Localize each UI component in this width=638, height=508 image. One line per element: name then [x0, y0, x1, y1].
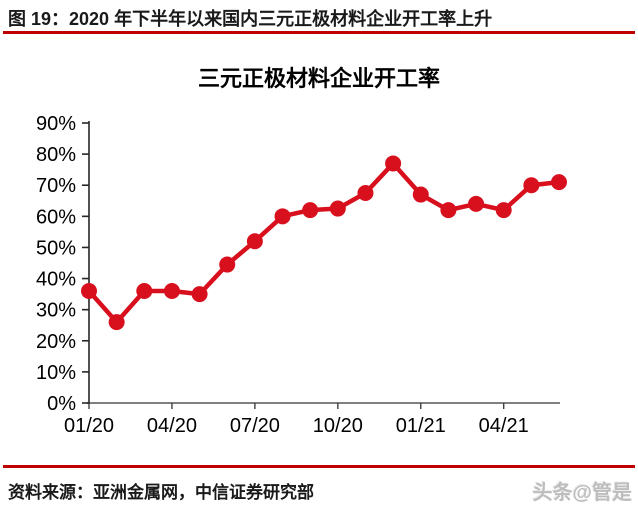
- data-point: [412, 186, 429, 203]
- x-axis-label: 07/20: [230, 415, 280, 437]
- y-axis-label: 10%: [36, 362, 76, 384]
- y-axis-label: 40%: [36, 269, 76, 291]
- y-axis-label: 70%: [36, 175, 76, 197]
- data-point: [302, 202, 319, 219]
- x-axis-label: 01/21: [396, 415, 446, 437]
- data-point: [108, 314, 125, 331]
- footer-rule: [3, 465, 635, 468]
- data-point: [246, 233, 263, 250]
- y-axis-label: 90%: [36, 113, 76, 135]
- line-chart: 0% 10% 20% 30% 40% 50% 60% 70% 80% 90% 01/20 04/20 0…: [36, 113, 567, 437]
- data-point: [136, 283, 153, 299]
- data-point: [329, 200, 346, 217]
- data-point: [191, 286, 208, 303]
- watermark: 头条@管是: [532, 482, 632, 504]
- data-point: [81, 283, 97, 299]
- series-line: [86, 161, 562, 325]
- y-axis-label: 0%: [47, 393, 76, 415]
- y-axis-label: 20%: [36, 331, 76, 353]
- y-axis-label: 60%: [36, 206, 76, 228]
- x-axis-label: 04/21: [479, 415, 529, 437]
- header-rule: [3, 31, 635, 34]
- x-axis-label: 10/20: [313, 415, 363, 437]
- data-point: [274, 208, 291, 225]
- y-axis-label: 50%: [36, 237, 76, 259]
- data-point: [551, 174, 567, 191]
- data-point: [495, 202, 512, 219]
- data-point: [163, 283, 180, 299]
- data-point: [357, 185, 374, 201]
- data-point: [440, 202, 457, 219]
- x-axis-label: 01/20: [64, 415, 114, 437]
- data-point: [523, 177, 540, 194]
- y-axis-label: 80%: [36, 144, 76, 166]
- data-point: [385, 155, 402, 172]
- y-axis-label: 30%: [36, 300, 76, 322]
- source-note: 资料来源：亚洲金属网，中信证券研究部: [8, 483, 314, 502]
- data-point: [468, 195, 485, 212]
- data-point: [219, 256, 236, 273]
- chart-title: 三元正极材料企业开工率: [197, 66, 440, 91]
- x-axis-label: 04/20: [147, 415, 197, 437]
- figure-caption: 图 19：2020 年下半年以来国内三元正极材料企业开工率上升: [8, 9, 493, 29]
